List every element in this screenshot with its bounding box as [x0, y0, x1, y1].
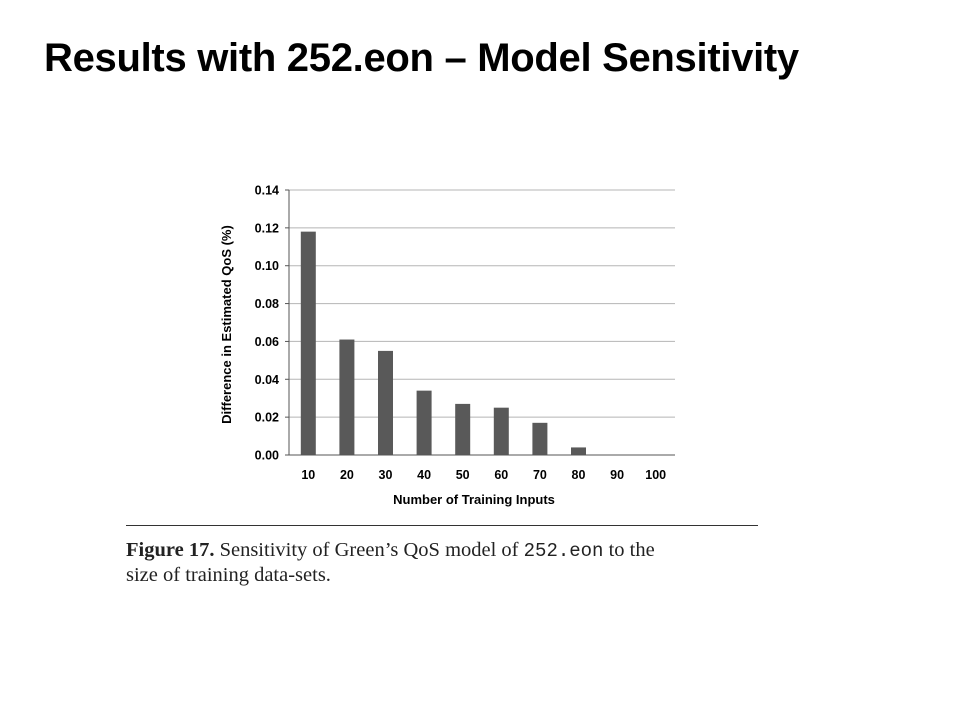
bar-60: [493, 407, 509, 455]
y-tick-label: 0.12: [255, 221, 279, 235]
y-tick-label: 0.00: [255, 449, 279, 463]
bar-40: [416, 390, 432, 455]
x-tick-label: 100: [645, 468, 666, 482]
bar-20: [339, 339, 355, 455]
bar-50: [455, 403, 471, 455]
x-tick-label: 10: [301, 468, 315, 482]
caption-code: 252.eon: [523, 540, 604, 562]
figure-rule: [126, 525, 758, 526]
x-tick-label: 60: [494, 468, 508, 482]
x-tick-label: 90: [610, 468, 624, 482]
x-tick-label: 20: [340, 468, 354, 482]
y-tick-label: 0.02: [255, 411, 279, 425]
x-tick-labels: 10 20 30 40 50 60 70 80 90 100: [301, 468, 666, 482]
figure-label: Figure 17.: [126, 539, 215, 561]
x-tick-label: 50: [456, 468, 470, 482]
chart-svg: 0.00 0.02 0.04 0.06 0.08 0.10 0.12 0.14 10 20 30 4…: [219, 184, 675, 507]
x-tick-label: 80: [572, 468, 586, 482]
x-axis-label: Number of Training Inputs: [393, 492, 555, 507]
y-tick-label: 0.04: [255, 373, 279, 387]
y-tick-label: 0.08: [255, 297, 279, 311]
bar-70: [532, 422, 548, 455]
y-tick-label: 0.14: [255, 184, 279, 198]
figure-caption: Figure 17. Sensitivity of Green’s QoS mo…: [126, 538, 766, 587]
bar-80: [571, 447, 586, 455]
x-tick-label: 70: [533, 468, 547, 482]
bar-30: [378, 350, 393, 455]
caption-text-line2: size of training data-sets.: [126, 564, 331, 586]
caption-text-part2: to the: [603, 539, 655, 561]
bar-chart: 0.00 0.02 0.04 0.06 0.08 0.10 0.12 0.14 10 20 30 4…: [210, 176, 690, 516]
y-tick-label: 0.06: [255, 335, 279, 349]
bars: [300, 231, 586, 455]
x-tick-label: 40: [417, 468, 431, 482]
y-axis-label: Difference in Estimated QoS (%): [219, 225, 234, 424]
caption-text-part1: Sensitivity of Green’s QoS model of: [214, 539, 524, 561]
axes: [285, 189, 675, 456]
bar-10: [300, 231, 316, 455]
slide-title: Results with 252.eon – Model Sensitivity: [44, 36, 799, 80]
y-tick-label: 0.10: [255, 259, 279, 273]
y-tick-labels: 0.00 0.02 0.04 0.06 0.08 0.10 0.12 0.14: [255, 184, 279, 463]
x-tick-label: 30: [379, 468, 393, 482]
